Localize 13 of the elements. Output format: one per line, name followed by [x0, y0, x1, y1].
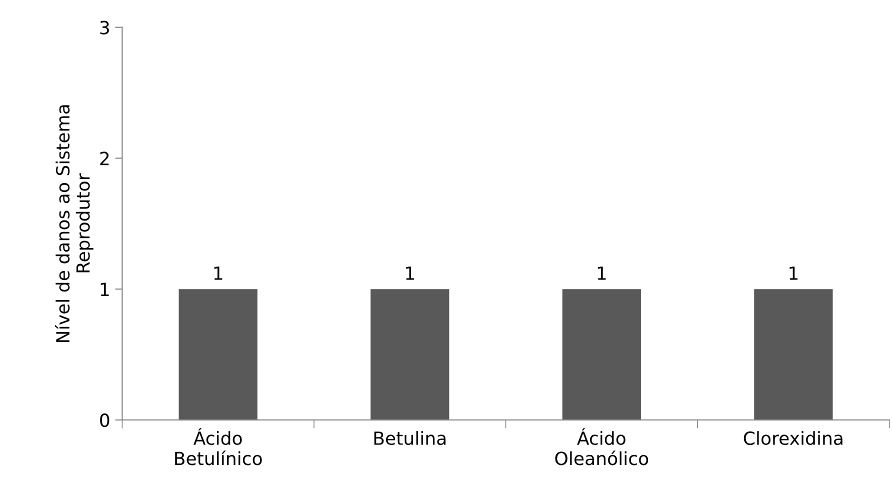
- x-tick-label: Clorexidina: [744, 431, 842, 446]
- y-axis-title: Nível de danos ao Sistema Reprodutor: [54, 105, 94, 342]
- x-tick-label: Betulina: [374, 431, 446, 446]
- data-label: 1: [406, 266, 414, 280]
- y-tick-label: 0: [100, 413, 110, 428]
- y-tick-label: 3: [100, 20, 109, 34]
- y-tick-label: 1: [100, 282, 109, 296]
- data-label: 1: [790, 266, 798, 280]
- data-label: 1: [598, 266, 606, 280]
- x-tick-label: Ácido Oleanólico: [555, 428, 648, 466]
- data-label: 1: [214, 266, 222, 280]
- y-tick-label: 2: [100, 152, 109, 166]
- x-tick-label: Ácido Betulínico: [175, 428, 262, 466]
